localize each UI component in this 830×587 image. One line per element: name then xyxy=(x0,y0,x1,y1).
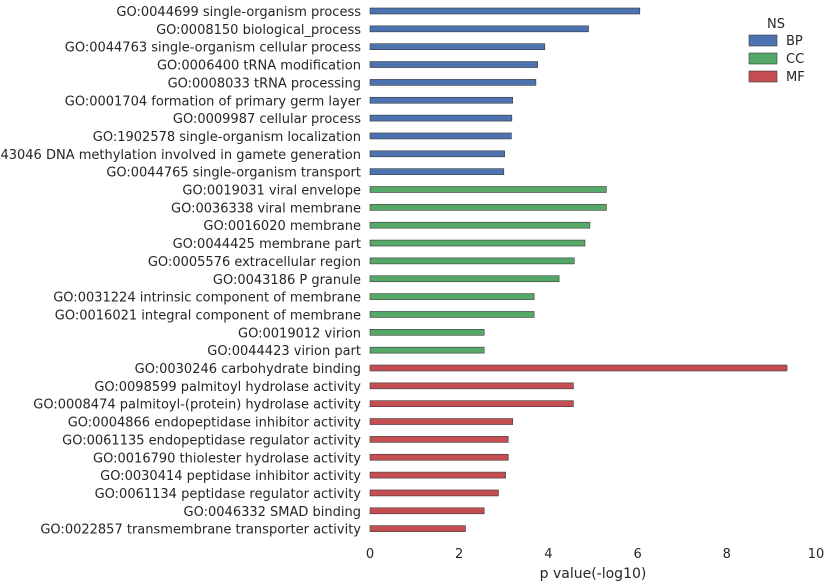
bar-mf xyxy=(369,489,499,497)
legend-label-cc: CC xyxy=(786,52,804,67)
category-label: GO:0044763 single-organism cellular proc… xyxy=(65,41,361,56)
x-tick-label: 10 xyxy=(808,547,825,562)
bar-cc xyxy=(369,239,586,247)
x-tick-label: 6 xyxy=(633,547,641,562)
category-label: GO:0036338 viral membrane xyxy=(171,201,361,216)
category-label: GO:0031224 intrinsic component of membra… xyxy=(53,291,361,306)
x-tick-label: 8 xyxy=(723,547,731,562)
category-label: GO:0030246 carbohydrate binding xyxy=(135,362,361,377)
bar-cc xyxy=(369,186,607,193)
category-label: GO:0016790 thiolester hydrolase activity xyxy=(93,451,361,466)
bar-mf xyxy=(369,364,788,372)
x-axis-label: p value(-log10) xyxy=(540,566,647,582)
bar-cc xyxy=(369,221,591,229)
category-label: GO:0016020 membrane xyxy=(203,219,361,234)
bar-cc xyxy=(369,204,607,211)
category-label: GO:0008033 tRNA processing xyxy=(168,76,361,91)
bar-bp xyxy=(369,7,641,15)
category-labels-layer: GO:0044699 single-organism process GO:000… xyxy=(0,5,362,538)
x-tick-label: 0 xyxy=(366,547,374,562)
x-tick-label: 2 xyxy=(455,547,463,562)
bars-layer xyxy=(369,7,788,532)
legend[interactable]: NS BP CC MF xyxy=(748,17,805,85)
category-label: GO:1902578 single-organism localization xyxy=(93,130,361,145)
bar-bp xyxy=(369,168,505,175)
category-label: GO:0019012 virion xyxy=(238,326,361,341)
category-label: GO:0044699 single-organism process xyxy=(116,5,361,20)
category-label: GO:0008474 palmitoyl-(protein) hydrolase… xyxy=(33,398,361,413)
bar-mf xyxy=(369,400,574,408)
legend-swatch-mf xyxy=(748,70,778,83)
category-label: GO:0061134 peptidase regulator activity xyxy=(95,487,362,502)
bar-mf xyxy=(369,525,466,532)
category-label: GO:0001704 formation of primary germ lay… xyxy=(65,94,362,109)
legend-label-mf: MF xyxy=(786,70,805,85)
x-tick-label: 4 xyxy=(544,547,552,562)
bar-cc xyxy=(369,257,575,265)
bar-mf xyxy=(369,436,509,443)
category-label: GO:0043046 DNA methylation involved in g… xyxy=(0,148,361,163)
category-label: GO:0030414 peptidase inhibitor activity xyxy=(100,469,361,484)
legend-swatch-cc xyxy=(748,52,778,65)
bar-mf xyxy=(369,418,514,425)
x-ticks-layer: 0 2 4 6 8 10 xyxy=(366,547,824,562)
category-label: GO:0046332 SMAD binding xyxy=(184,505,361,520)
legend-label-bp: BP xyxy=(786,34,803,49)
category-label: GO:0061135 endopeptidase regulator activ… xyxy=(62,433,361,448)
category-label: GO:0022857 transmembrane transporter act… xyxy=(40,523,361,538)
bar-cc xyxy=(369,311,535,318)
category-label: GO:0009987 cellular process xyxy=(173,112,361,127)
category-label: GO:0006400 tRNA modification xyxy=(157,59,361,74)
bar-bp xyxy=(369,150,505,158)
category-label: GO:0044425 membrane part xyxy=(173,237,361,252)
category-label: GO:0005576 extracellular region xyxy=(148,255,361,270)
category-label: GO:0098599 palmitoyl hydrolase activity xyxy=(94,380,361,395)
bar-mf xyxy=(369,507,485,515)
bar-mf xyxy=(369,453,509,461)
bar-cc xyxy=(369,293,535,300)
bar-cc xyxy=(369,275,560,283)
category-label: GO:0019031 viral envelope xyxy=(182,184,361,199)
bar-mf xyxy=(369,471,506,479)
category-label: GO:0044765 single-organism transport xyxy=(106,166,361,181)
bar-bp xyxy=(369,43,546,51)
bar-bp xyxy=(369,25,589,33)
bar-mf xyxy=(369,382,574,390)
bar-bp xyxy=(369,61,538,68)
category-label: GO:0043186 P granule xyxy=(213,273,361,288)
bar-bp xyxy=(369,79,537,86)
bar-cc xyxy=(369,328,485,336)
category-label: GO:0004866 endopeptidase inhibitor activ… xyxy=(68,416,362,431)
category-label: GO:0044423 virion part xyxy=(207,344,361,359)
category-label: GO:0016021 integral component of membran… xyxy=(55,308,361,323)
category-label: GO:0008150 biological_process xyxy=(156,23,361,38)
legend-swatch-bp xyxy=(748,34,778,47)
bar-bp xyxy=(369,132,512,140)
legend-title: NS xyxy=(767,17,785,32)
bar-bp xyxy=(369,96,514,104)
bar-bp xyxy=(369,114,513,122)
bar-cc xyxy=(369,346,485,354)
